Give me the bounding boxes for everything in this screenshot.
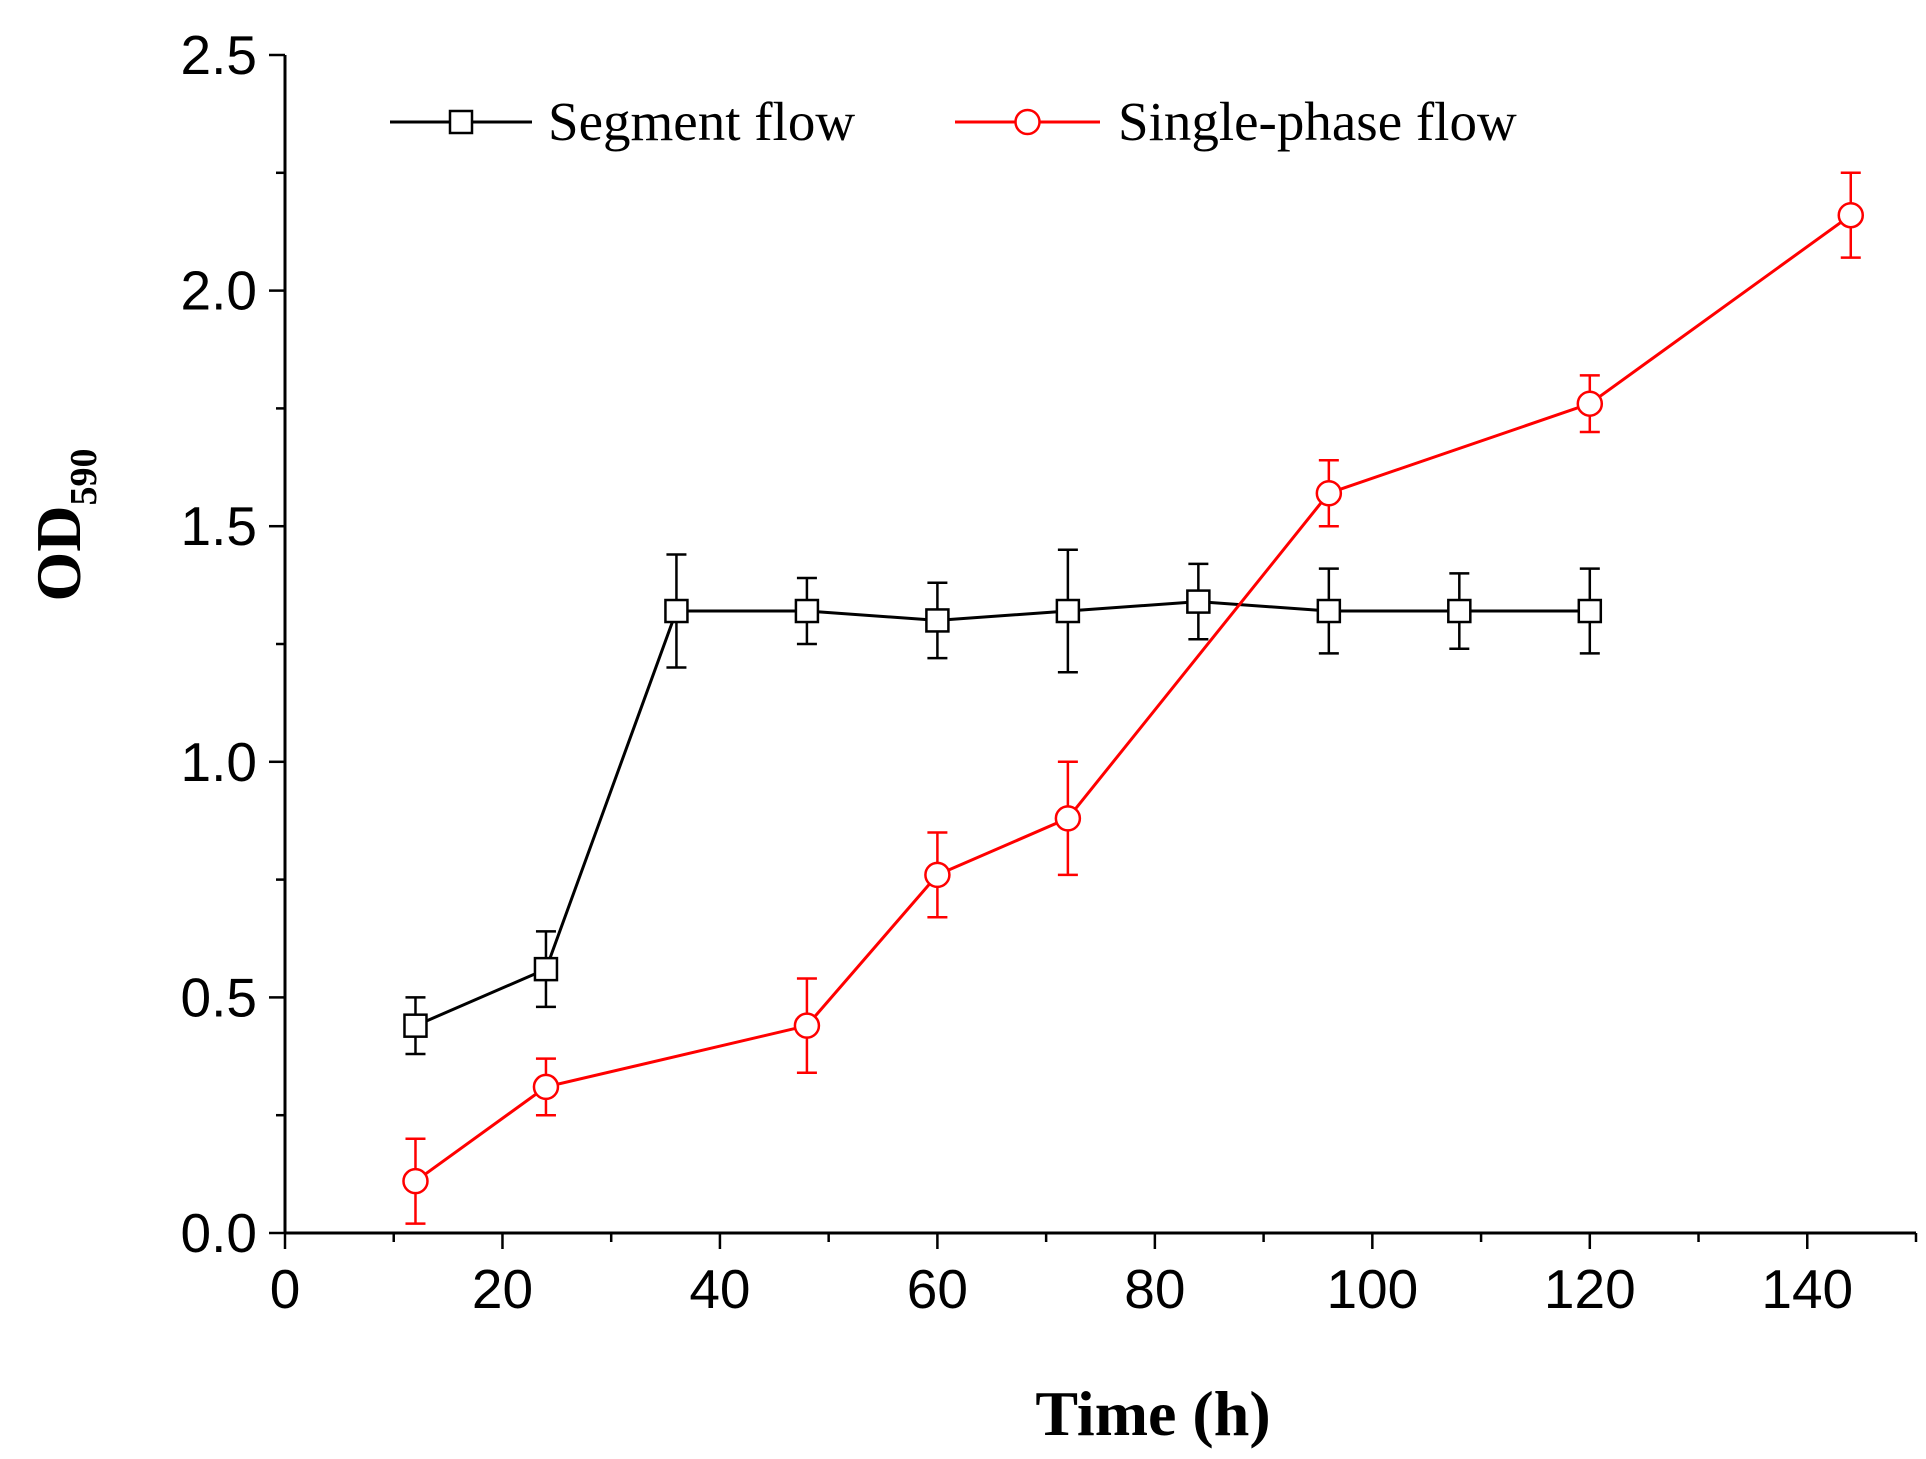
y-tick-label: 1.5 xyxy=(181,495,257,557)
x-tick-label: 120 xyxy=(1544,1258,1636,1320)
x-tick-label: 40 xyxy=(689,1258,750,1320)
y-tick-label: 0.5 xyxy=(181,966,257,1028)
data-point-circle xyxy=(793,1012,821,1039)
y-tick-label: 2.5 xyxy=(181,24,257,86)
x-tick-label: 100 xyxy=(1326,1258,1418,1320)
series-1 xyxy=(403,548,1603,1056)
y-axis-title: OD590 xyxy=(23,449,105,602)
x-axis-title: Time (h) xyxy=(1035,1378,1270,1449)
legend: Segment flow Single-phase flow xyxy=(390,91,1517,152)
series-2 xyxy=(402,171,1865,1225)
legend-item-2: Single-phase flow xyxy=(955,91,1517,152)
data-point-square xyxy=(1186,589,1211,614)
data-point-square xyxy=(533,956,559,982)
series-layer xyxy=(402,171,1865,1225)
data-point-square xyxy=(1577,598,1603,624)
legend-label: Segment flow xyxy=(548,91,855,152)
data-point-square xyxy=(1447,598,1472,624)
axes xyxy=(283,55,1916,1235)
data-point-circle xyxy=(402,1167,429,1195)
data-point-square xyxy=(1316,598,1342,624)
y-tick-label: 2.0 xyxy=(181,260,257,322)
data-point-circle xyxy=(1054,805,1082,832)
x-tick-label: 140 xyxy=(1761,1258,1853,1320)
data-point-circle xyxy=(1315,479,1343,507)
legend-marker-square xyxy=(448,109,474,135)
legend-item-1: Segment flow xyxy=(390,91,855,152)
data-point-square xyxy=(403,1013,428,1038)
data-point-square xyxy=(925,608,950,633)
x-tick-label: 0 xyxy=(270,1258,301,1320)
x-tick-label: 20 xyxy=(472,1258,533,1320)
y-axis-title-subscript: 590 xyxy=(63,449,105,506)
data-point-square xyxy=(664,598,689,624)
x-tick-label: 80 xyxy=(1124,1258,1185,1320)
series-line xyxy=(414,600,1590,1028)
data-point-circle xyxy=(532,1073,560,1101)
ticks: 0 20 40 60 80 100 120 140 0.0 0.5 1.0 1.5 2.0 2.5 xyxy=(181,24,1918,1320)
data-point-circle xyxy=(924,861,951,889)
y-axis-title-main: OD xyxy=(23,506,94,602)
y-tick-label: 0.0 xyxy=(181,1202,257,1264)
data-point-circle xyxy=(1837,201,1865,229)
series-line xyxy=(414,213,1852,1183)
legend-label: Single-phase flow xyxy=(1118,91,1517,152)
data-point-square xyxy=(794,598,820,624)
y-tick-label: 1.0 xyxy=(181,731,257,793)
legend-marker-circle xyxy=(1014,108,1041,136)
x-tick-label: 60 xyxy=(907,1258,968,1320)
data-point-square xyxy=(1055,598,1081,624)
data-point-circle xyxy=(1576,390,1604,417)
